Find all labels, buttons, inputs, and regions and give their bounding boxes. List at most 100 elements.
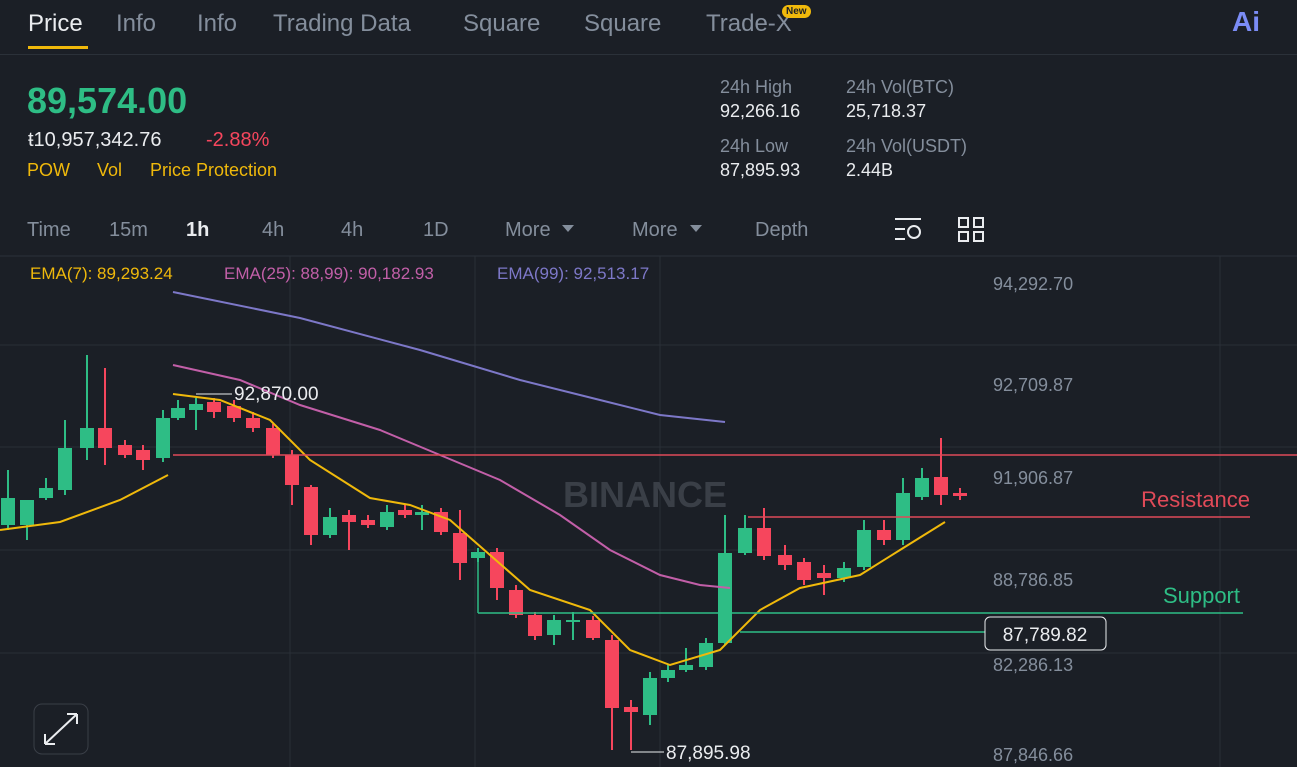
tag[interactable]: POW: [27, 160, 70, 180]
stat-label: 24h Low: [720, 136, 789, 156]
stat-value: 25,718.37: [846, 101, 927, 121]
candle-body: [266, 428, 280, 455]
stat-value: 87,895.93: [720, 160, 801, 180]
price-label: 87,846.66: [993, 745, 1073, 765]
divider: [0, 54, 1297, 55]
candle-body: [227, 406, 241, 418]
candle-body: [528, 615, 542, 636]
tag[interactable]: Vol: [97, 160, 123, 180]
candle-body: [118, 445, 132, 455]
candle-body: [857, 530, 871, 567]
indicator: EMA(25): 88,99): 90,182.93: [224, 264, 434, 283]
price-label: 91,906.87: [993, 468, 1073, 488]
stat-label: 24h High: [720, 77, 793, 97]
ai-button[interactable]: Ai: [1232, 6, 1260, 37]
last-price: 89,574.00: [27, 80, 188, 121]
price-label: 92,709.87: [993, 375, 1073, 395]
support-label: Support: [1163, 583, 1240, 608]
tab[interactable]: Square: [463, 10, 541, 37]
candle-body: [156, 418, 170, 458]
candle-body: [797, 562, 811, 580]
candle-body: [778, 555, 792, 565]
interval[interactable]: 1h: [186, 219, 210, 241]
price-label: 88,786.85: [993, 570, 1073, 590]
candle-body: [323, 517, 337, 535]
price-label: 94,292.70: [993, 274, 1073, 294]
tab[interactable]: Info: [197, 10, 238, 37]
candle-body: [509, 590, 523, 615]
watermark: BINANCE: [563, 474, 727, 515]
fullscreen-button[interactable]: [33, 703, 89, 755]
layout-icon[interactable]: [958, 217, 984, 242]
candle-body: [39, 488, 53, 498]
candle-body: [718, 553, 732, 643]
current-price: 87,789.82: [1003, 625, 1088, 646]
candle-body: [189, 404, 203, 410]
ema99-line: [172, 291, 726, 423]
interval[interactable]: More: [632, 219, 678, 241]
candle-body: [380, 512, 394, 527]
candle-body: [342, 515, 356, 522]
candle-body: [304, 487, 318, 535]
candle-body: [415, 512, 429, 515]
candle-body: [817, 573, 831, 578]
ema7-line: [172, 393, 946, 667]
candle-body: [757, 528, 771, 556]
price-label: 82,286.13: [993, 655, 1073, 675]
candle-body: [877, 530, 891, 540]
candle-body: [738, 528, 752, 553]
candle-body: [136, 450, 150, 460]
candle-body: [490, 552, 504, 588]
stat-label: 24h Vol(USDT): [846, 136, 968, 156]
interval[interactable]: 15m: [109, 219, 148, 241]
candle-body: [398, 510, 412, 515]
candle-body: [679, 665, 693, 670]
tab[interactable]: Price: [28, 10, 83, 37]
grid: [0, 256, 1297, 767]
stat-value: 2.44B: [846, 160, 894, 180]
candle-body: [58, 448, 72, 490]
tag[interactable]: Price Protection: [150, 160, 278, 180]
candle-body: [171, 408, 185, 418]
candle-body: [98, 428, 112, 448]
high-label: 92,870.00: [234, 384, 319, 405]
candle-body: [246, 418, 260, 428]
interval[interactable]: 4h: [262, 219, 285, 241]
candle-body: [80, 428, 94, 448]
settings-icon[interactable]: [895, 218, 921, 240]
badge: New: [782, 5, 811, 18]
resistance-label: Resistance: [1141, 487, 1250, 512]
tab[interactable]: Trade-X: [706, 10, 792, 37]
candle-body: [20, 500, 34, 525]
interval[interactable]: Time: [27, 219, 71, 241]
low-label: 87,895.98: [666, 743, 751, 764]
candle-body: [915, 478, 929, 497]
candle-body: [605, 640, 619, 708]
candle-body: [586, 620, 600, 638]
current-price-box: [984, 616, 1107, 651]
tab-indicator: [28, 46, 88, 49]
fullscreen-icon: [44, 713, 78, 745]
interval[interactable]: Depth: [755, 219, 809, 241]
candle-body: [953, 493, 967, 496]
interval[interactable]: More: [505, 219, 551, 241]
dropdown-arrow: [562, 225, 702, 232]
candle-body: [547, 620, 561, 635]
interval[interactable]: 4h: [341, 219, 364, 241]
candle-body: [661, 670, 675, 678]
candle-body: [566, 620, 580, 622]
tab[interactable]: Trading Data: [273, 10, 411, 37]
fiat-price: ŧ10,957,342.76: [28, 129, 162, 151]
ema7-line: [0, 474, 169, 531]
candle-body: [934, 477, 948, 495]
candle-body: [453, 533, 467, 563]
interval[interactable]: 1D: [423, 219, 449, 241]
tab[interactable]: Square: [584, 10, 662, 37]
candle-body: [837, 568, 851, 578]
indicator: EMA(7): 89,293.24: [30, 264, 173, 283]
stat-label: 24h Vol(BTC): [846, 77, 955, 97]
tab[interactable]: Info: [116, 10, 157, 37]
candle-body: [361, 520, 375, 525]
